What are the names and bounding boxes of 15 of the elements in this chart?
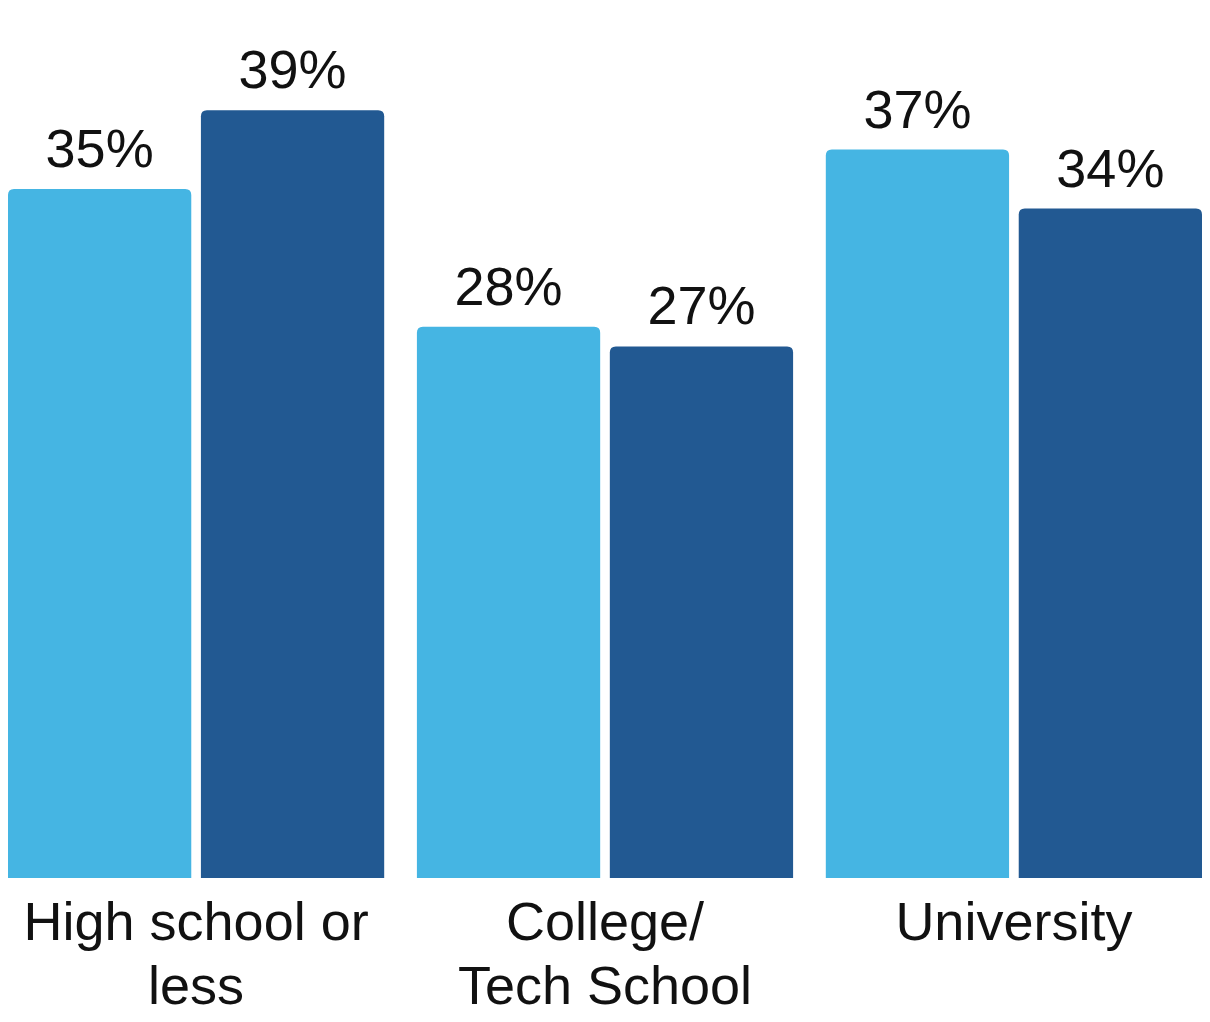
bar — [8, 188, 192, 878]
bar — [200, 110, 385, 878]
data-label: 28% — [454, 255, 563, 316]
data-label: 37% — [863, 78, 972, 139]
x-tick-label: High school or less — [23, 891, 369, 1015]
data-label: 34% — [1056, 137, 1165, 198]
data-label: 27% — [647, 275, 756, 336]
x-tick-label: College/ Tech School — [457, 891, 753, 1015]
bar — [609, 346, 794, 878]
x-tick-label: University — [895, 891, 1133, 951]
data-label: 39% — [238, 39, 347, 100]
bar — [825, 149, 1010, 878]
data-label: 35% — [45, 117, 154, 178]
bar — [1018, 208, 1202, 878]
bar — [416, 326, 601, 878]
